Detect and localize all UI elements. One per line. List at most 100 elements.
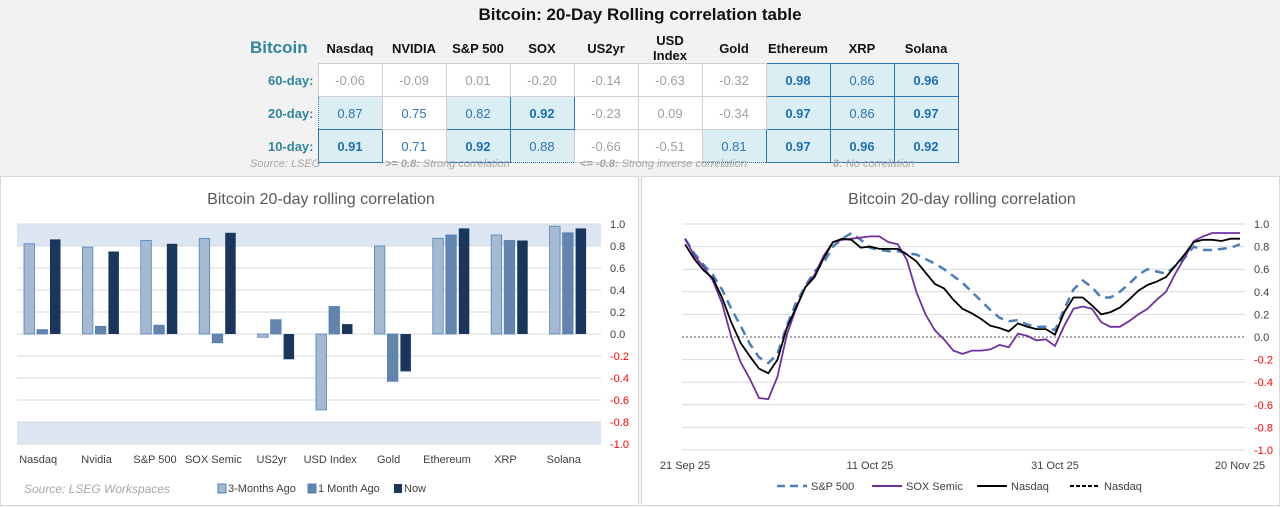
correlation-cell: -0.14 (573, 63, 639, 97)
bar (342, 324, 353, 334)
bar (95, 325, 107, 335)
column-header: XRP (848, 40, 876, 56)
bar (166, 243, 178, 334)
column-header: Gold (719, 40, 749, 56)
x-category-label: S&P 500 (133, 454, 176, 466)
y-tick-label: -0.6 (1254, 400, 1273, 412)
correlation-cell: 0.98 (765, 63, 831, 97)
bar (36, 329, 48, 335)
y-tick-label: -0.2 (610, 351, 629, 363)
chart-source: Source: LSEG Workspaces (24, 482, 170, 496)
column-header: S&P 500 (452, 40, 504, 56)
correlation-cell: 0.92 (893, 129, 959, 163)
x-tick-label: 20 Nov 25 (1215, 460, 1265, 472)
table-corner-label: Bitcoin (250, 38, 308, 58)
x-category-label: Ethereum (423, 454, 471, 466)
bar (283, 334, 295, 360)
correlation-cell: 0.97 (893, 96, 959, 130)
correlation-cell: 0.96 (893, 63, 959, 97)
y-tick-label: 0.0 (1254, 332, 1269, 344)
table-title: Bitcoin: 20-Day Rolling correlation tabl… (478, 5, 802, 24)
bar (198, 237, 211, 335)
correlation-cell: 0.09 (637, 96, 703, 130)
column-header: Ethereum (768, 40, 828, 56)
x-category-label: Gold (377, 454, 400, 466)
x-category-label: Nvidia (81, 454, 112, 466)
bar (82, 246, 94, 335)
legend-swatch (307, 483, 317, 494)
y-tick-label: -0.8 (610, 417, 629, 429)
correlation-cell: -0.32 (701, 63, 767, 97)
y-tick-label: 0.6 (610, 263, 625, 275)
table-row: 10-day: 0.91 0.71 0.92 0.88 -0.66 -0.51 0.81 0.9… (250, 129, 959, 163)
bar (153, 324, 165, 335)
row-label: 20-day: (267, 105, 314, 121)
y-tick-label: 1.0 (1254, 219, 1269, 231)
bar (23, 243, 35, 335)
y-tick-label: 0.0 (610, 329, 625, 341)
bar (562, 232, 574, 335)
correlation-cell: -0.06 (317, 63, 383, 97)
table-row: 60-day: -0.06 -0.09 0.01 -0.20 -0.14 -0.63 -0.3… (250, 63, 959, 97)
chart-title: Bitcoin 20-day rolling correlation (207, 191, 435, 208)
bar (575, 228, 587, 334)
bar-chart-panel: Bitcoin 20-day rolling correlation 1.0 0.8… (0, 176, 639, 506)
legend-label: Nasdaq (1011, 481, 1049, 493)
legend-label: S&P 500 (811, 481, 854, 493)
bar (432, 237, 444, 335)
note-strong: >= 0.8: Strong correlation (385, 158, 510, 170)
y-tick-label: -0.4 (610, 373, 629, 385)
column-header: USD Index (653, 33, 687, 63)
table-row: 20-day: 0.87 0.75 0.82 0.92 -0.23 0.09 -0.34 0.9… (250, 96, 959, 130)
legend-label: 3-Months Ago (228, 483, 296, 495)
correlation-cell: -0.51 (637, 129, 703, 163)
bar (270, 319, 282, 335)
correlation-cell: 0.92 (509, 96, 575, 130)
y-tick-label: 0.8 (1254, 242, 1269, 254)
correlation-cell: -0.23 (573, 96, 639, 130)
series-line (684, 237, 1240, 375)
column-header: Nasdaq (326, 40, 374, 56)
y-tick-label: 0.2 (1254, 309, 1269, 321)
y-tick-label: -1.0 (610, 439, 629, 451)
x-tick-label: 31 Oct 25 (1031, 460, 1079, 472)
correlation-cell: 0.86 (829, 63, 895, 97)
y-tick-label: 0.6 (1254, 264, 1269, 276)
legend-label: SOX Semic (906, 481, 963, 493)
correlation-cell: 0.88 (509, 129, 575, 163)
y-tick-label: 0.4 (1254, 287, 1269, 299)
correlation-cell: -0.20 (509, 63, 575, 97)
bar (517, 240, 528, 334)
x-tick-label: 11 Oct 25 (847, 460, 894, 472)
bar (373, 245, 386, 335)
column-header: NVIDIA (391, 40, 437, 56)
y-tick-label: -1.0 (1254, 445, 1273, 457)
bar (458, 228, 470, 334)
bar (400, 334, 411, 372)
correlation-cell: 0.81 (701, 129, 767, 163)
correlation-cell: 0.96 (829, 129, 895, 163)
column-header: US2yr (587, 40, 625, 56)
bar (503, 240, 516, 335)
x-category-label: USD Index (304, 454, 358, 466)
note-inverse: <= -0.8: Strong inverse correlation (580, 158, 747, 170)
y-tick-label: -0.2 (1254, 355, 1273, 367)
bar (315, 333, 327, 411)
series-line (684, 232, 1240, 401)
y-tick-label: -0.8 (1254, 422, 1273, 434)
y-tick-label: 0.4 (610, 285, 625, 297)
bar (225, 232, 236, 334)
chart-title: Bitcoin 20-day rolling correlation (848, 191, 1076, 208)
bar-chart: Bitcoin 20-day rolling correlation 1.0 0.8… (17, 191, 629, 496)
bar (386, 333, 399, 382)
line-chart-panel: Bitcoin 20-day rolling correlation 1.0 0.8… (641, 176, 1280, 506)
table-notes: Source: LSEG >= 0.8: Strong correlation … (250, 158, 970, 172)
y-tick-label: -0.6 (610, 395, 629, 407)
legend-label: Now (404, 483, 426, 495)
bar (50, 239, 61, 334)
x-category-label: SOX Semic (185, 454, 242, 466)
series-line (683, 231, 1241, 365)
correlation-table-section: Bitcoin: 20-Day Rolling correlation tabl… (0, 0, 1280, 176)
bar (445, 234, 457, 335)
correlation-cell: 0.75 (381, 96, 447, 130)
